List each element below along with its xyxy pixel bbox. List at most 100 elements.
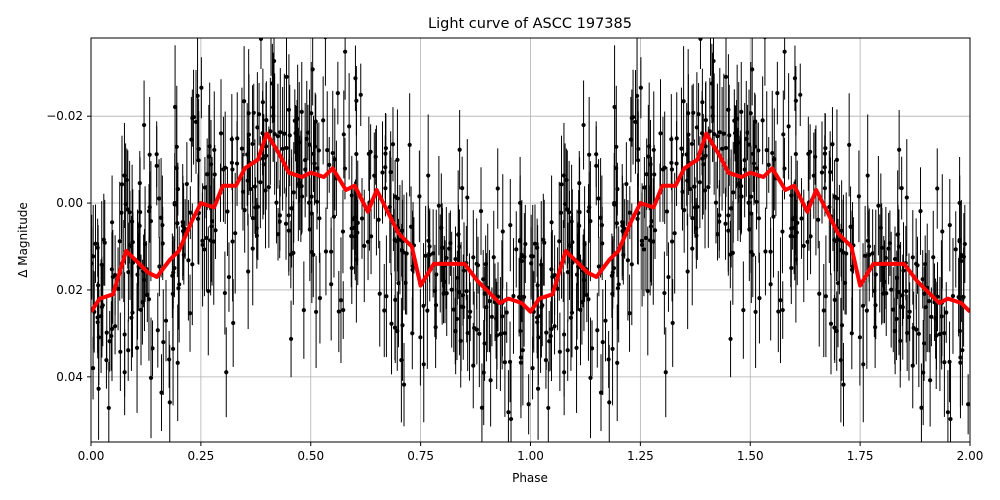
data-point [231,320,236,326]
data-point [768,282,773,287]
data-point [206,154,211,159]
data-point [710,114,715,119]
data-point [559,182,564,187]
data-point [762,38,767,40]
data-point [410,267,415,272]
data-point [546,405,551,411]
data-point [184,181,189,187]
data-point [260,131,265,136]
data-point [271,114,276,119]
data-point [614,221,619,226]
data-point [672,231,677,236]
data-point [536,335,541,340]
data-point [341,132,346,137]
data-point [595,328,600,333]
data-point [309,194,314,199]
data-point [620,220,625,225]
data-point [587,152,592,157]
data-point [643,235,649,241]
data-point [828,321,834,326]
data-point [393,297,398,302]
data-point [931,255,936,260]
data-point [395,157,400,162]
data-point [421,362,426,367]
data-point [349,233,354,239]
data-point [960,348,965,353]
data-point [303,158,308,163]
data-point [434,272,439,277]
data-point [835,280,841,286]
data-point [275,232,281,237]
data-point [863,253,868,258]
data-point [147,205,152,210]
data-point [891,307,896,312]
data-point [887,241,892,246]
data-point [866,244,872,249]
data-point [323,249,329,254]
data-point [717,213,722,218]
data-point [458,304,464,309]
data-point [751,161,757,166]
data-point [609,273,614,278]
data-point [625,258,630,263]
y-tick-label: 0.02 [56,283,83,297]
data-point [892,256,898,262]
data-point [834,157,840,162]
data-point [287,133,292,138]
data-point [245,178,250,183]
data-point [899,185,904,191]
data-point [209,219,215,224]
data-point [857,335,862,340]
data-point [649,219,654,224]
data-point [880,291,886,296]
data-point [564,177,569,183]
data-point [958,254,963,259]
data-point [235,136,240,141]
data-point [794,230,799,235]
data-point [633,119,638,125]
data-point [190,262,195,267]
data-point [694,233,699,238]
data-point [218,131,224,136]
data-point [170,291,175,296]
data-point [311,151,316,156]
data-point [634,93,640,98]
data-point [934,333,939,338]
data-point [353,234,358,239]
data-point [314,199,320,205]
data-point [933,316,938,321]
data-point [457,147,462,152]
data-point [639,238,644,243]
data-point [786,124,791,129]
data-point [175,186,180,192]
data-point [418,335,423,340]
data-point [268,129,273,134]
data-point [895,232,900,237]
data-point [942,331,947,336]
data-point [645,288,650,294]
data-point [294,150,299,155]
data-point [901,268,906,273]
data-point [175,221,180,226]
data-point [744,136,749,141]
data-point [577,180,582,186]
data-point [277,213,282,218]
data-point [838,358,843,363]
data-point [383,146,388,151]
data-point [458,338,463,343]
data-point [297,180,302,186]
model-curve [91,131,970,314]
data-point [436,203,441,208]
data-point [918,209,923,214]
data-point [603,318,608,323]
data-point [848,224,853,229]
data-point [685,178,690,183]
data-point [723,221,728,226]
data-point [900,293,905,298]
data-point [129,315,134,320]
data-point [567,243,572,248]
data-point [792,76,798,81]
data-point [427,244,432,249]
data-point [870,251,875,256]
data-point [782,49,787,54]
